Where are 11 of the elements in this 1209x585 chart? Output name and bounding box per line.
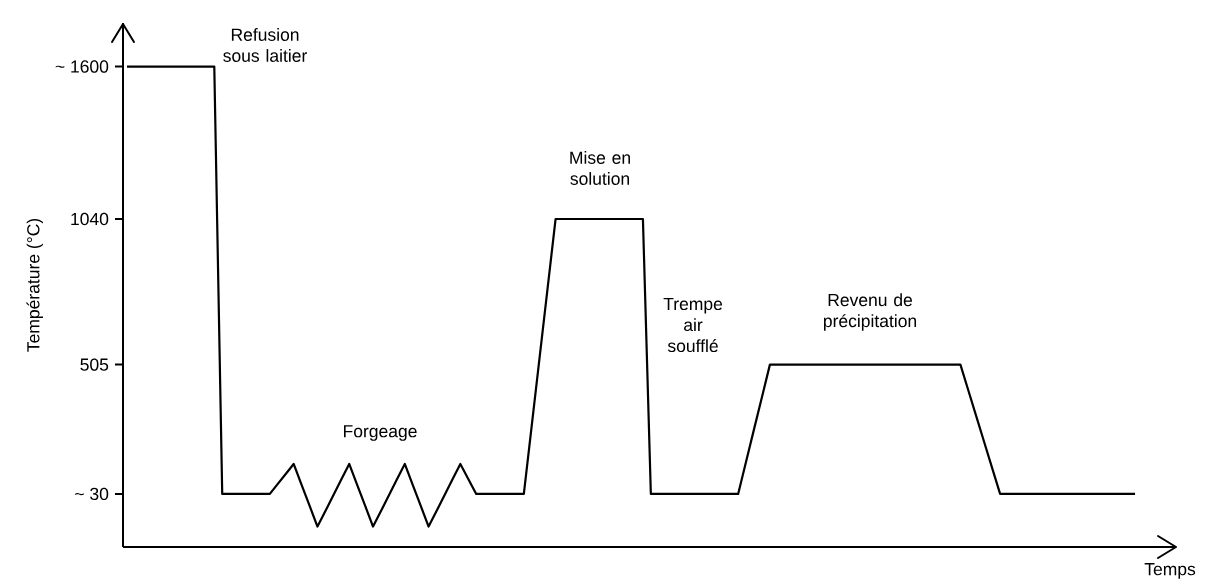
annotation: Revenu de précipitation	[823, 293, 917, 331]
annotation: Refusion sous laitier	[223, 28, 307, 62]
y-tick-label: 505	[80, 358, 109, 371]
annotation: Trempe air soufflé	[663, 297, 723, 353]
y-tick-label: ~ 1600	[55, 60, 109, 73]
x-axis-title: Temps	[1144, 563, 1196, 579]
y-axis-title: Température (°C)	[26, 218, 43, 352]
y-tick-label: ~ 30	[75, 487, 109, 501]
annotation: Mise en solution	[570, 151, 630, 185]
annotation: Forgeage	[344, 425, 417, 441]
y-tick-label: 1040	[71, 212, 109, 226]
